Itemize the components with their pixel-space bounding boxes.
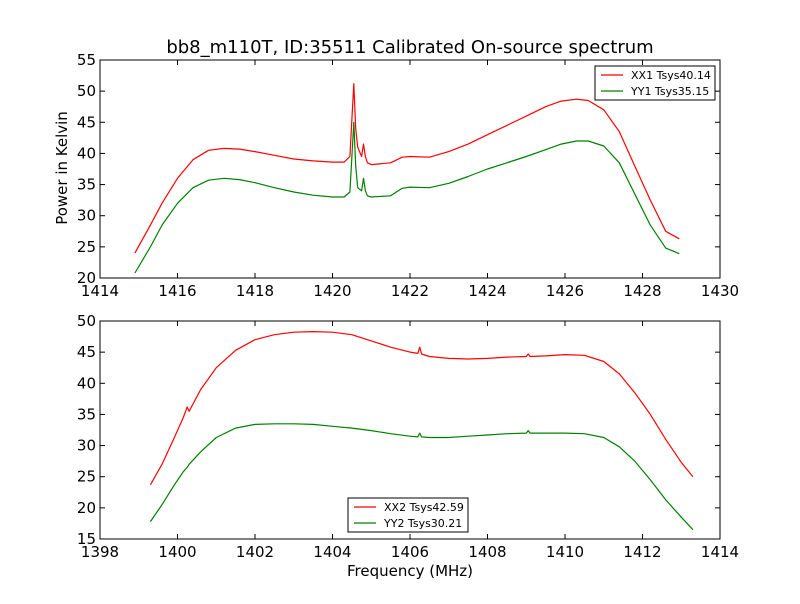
y-tick-label: 45 xyxy=(77,113,96,131)
x-tick-label: 1428 xyxy=(623,282,661,300)
y-tick-label: 50 xyxy=(77,312,96,330)
y-tick-label: 55 xyxy=(77,51,96,69)
y-tick-label: 45 xyxy=(77,343,96,361)
legend-box xyxy=(594,65,716,101)
legend-label: XX2 Tsys42.59 xyxy=(384,501,464,514)
y-tick-label: 30 xyxy=(77,207,96,225)
top-spectrum-panel: 1414 1416 1418 1420 1422 1424 1426 1428 1430 20 25… xyxy=(77,51,739,300)
x-tick-label: 1406 xyxy=(391,543,429,561)
y-tick-label: 50 xyxy=(77,82,96,100)
x-tick-label: 1422 xyxy=(391,282,429,300)
x-tick-label: 1426 xyxy=(546,282,584,300)
x-tick-label: 1400 xyxy=(158,543,196,561)
x-tick-label: 1402 xyxy=(236,543,274,561)
y-tick-label: 25 xyxy=(77,468,96,486)
y-tick-label: 35 xyxy=(77,405,96,423)
legend-label: YY2 Tsys30.21 xyxy=(383,517,462,530)
x-tick-label: 1418 xyxy=(236,282,274,300)
chart-title: bb8_m110T, ID:35511 Calibrated On-source… xyxy=(166,37,653,58)
x-tick-label: 1414 xyxy=(701,543,739,561)
bottom-spectrum-panel: 1398 1400 1402 1404 1406 1408 1410 1412 1414 15 20… xyxy=(77,312,739,561)
y-tick-label: 25 xyxy=(77,238,96,256)
legend-box xyxy=(347,497,469,533)
x-tick-label: 1430 xyxy=(701,282,739,300)
x-tick-label: 1408 xyxy=(468,543,506,561)
series-line-2 xyxy=(149,423,694,531)
x-tick-label: 1416 xyxy=(158,282,196,300)
y-axis-label: Power in Kelvin xyxy=(53,111,71,225)
x-tick-label: 1404 xyxy=(313,543,351,561)
y-tick-label: 30 xyxy=(77,437,96,455)
y-tick-label: 15 xyxy=(77,530,96,548)
x-axis-label: Frequency (MHz) xyxy=(347,562,473,580)
y-tick-label: 40 xyxy=(77,144,96,162)
y-tick-label: 35 xyxy=(77,176,96,194)
series-line-1 xyxy=(149,331,694,486)
y-tick-label: 40 xyxy=(77,374,96,392)
x-tick-label: 1410 xyxy=(546,543,584,561)
x-tick-label: 1424 xyxy=(468,282,506,300)
legend: XX1 Tsys40.14 YY1 Tsys35.15 xyxy=(594,65,716,101)
legend-label: XX1 Tsys40.14 xyxy=(631,69,711,82)
x-tick-label: 1420 xyxy=(313,282,351,300)
y-tick-label: 20 xyxy=(77,499,96,517)
y-tick-label: 20 xyxy=(77,269,96,287)
legend-label: YY1 Tsys35.15 xyxy=(630,85,709,98)
x-tick-label: 1414 xyxy=(81,282,119,300)
x-tick-label: 1398 xyxy=(81,543,119,561)
legend: XX2 Tsys42.59 YY2 Tsys30.21 xyxy=(347,497,469,533)
x-tick-label: 1412 xyxy=(623,543,661,561)
series-line-2 xyxy=(134,121,680,274)
series-line-1 xyxy=(134,83,680,254)
